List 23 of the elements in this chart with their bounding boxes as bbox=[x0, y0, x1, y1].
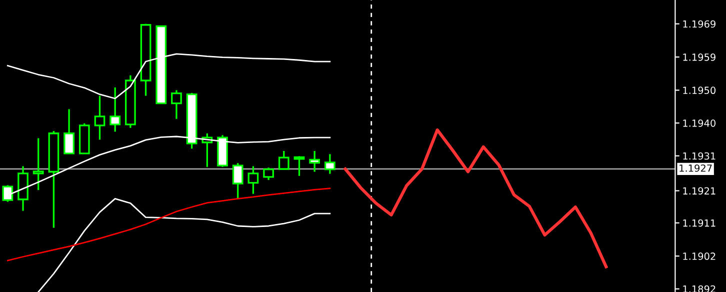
candlestick bbox=[94, 94, 106, 140]
candlestick bbox=[309, 150, 320, 173]
y-tick-label: 1.1902 bbox=[683, 252, 716, 260]
candlestick bbox=[32, 137, 44, 191]
y-tick-label: 1.1931 bbox=[683, 152, 716, 160]
candlestick bbox=[294, 155, 305, 177]
y-tick-label: 1.1921 bbox=[683, 187, 716, 195]
line-series bbox=[6, 188, 331, 262]
candlestick bbox=[263, 166, 274, 181]
y-tick-label: 1.1950 bbox=[683, 86, 716, 94]
candlestick bbox=[64, 108, 74, 154]
line-series bbox=[344, 128, 608, 268]
candlestick bbox=[324, 153, 336, 175]
candlestick bbox=[171, 89, 182, 120]
y-tick-label: 1.1969 bbox=[683, 20, 716, 28]
y-tick-label: 1.1959 bbox=[683, 53, 716, 61]
candlestick bbox=[278, 150, 290, 170]
candlestick bbox=[248, 165, 259, 195]
y-tick-label: 1.1911 bbox=[683, 219, 716, 227]
ref-line-label: 1.1927 bbox=[680, 164, 712, 172]
y-tick-label: 1.1940 bbox=[683, 120, 716, 127]
line-series bbox=[38, 198, 331, 292]
candlestick bbox=[232, 162, 244, 200]
